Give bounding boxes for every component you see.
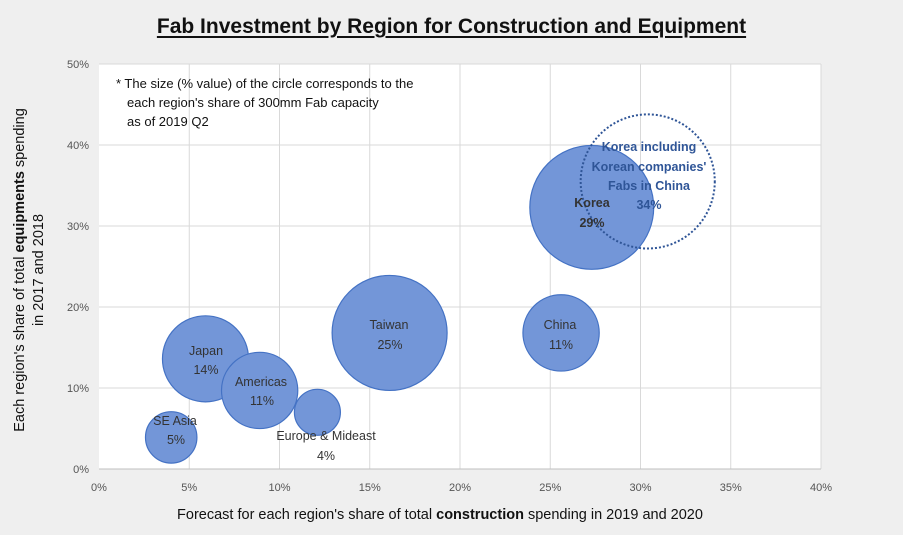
bubble-name-europe-mideast: Europe & Mideast (276, 429, 376, 443)
bubble-value-se-asia: 5% (167, 433, 185, 447)
x-tick-label: 20% (449, 482, 471, 494)
x-tick-label: 5% (181, 482, 197, 494)
bubble-value-japan: 14% (193, 363, 218, 377)
bubble-name-china: China (544, 318, 577, 332)
note-line-1: * The size (% value) of the circle corre… (116, 76, 414, 91)
bubble-name-se-asia: SE Asia (153, 414, 197, 428)
bubble-value-taiwan: 25% (377, 338, 402, 352)
bubble-name-japan: Japan (189, 344, 223, 358)
bubble-se-asia (144, 411, 198, 464)
note-line-2: each region's share of 300mm Fab capacit… (127, 95, 379, 110)
bubble-name-americas: Americas (235, 375, 287, 389)
chart-title: Fab Investment by Region for Constructio… (156, 15, 747, 38)
y-tick-label: 30% (67, 221, 89, 233)
korea-extended-value: 34% (636, 198, 661, 212)
y-axis-label: Each region's share of total equipments … (12, 108, 47, 432)
x-tick-label: 35% (720, 482, 742, 494)
y-tick-label: 40% (67, 140, 89, 152)
y-tick-label: 20% (67, 302, 89, 314)
bubble-name-korea: Korea (574, 196, 610, 210)
bubble-europe-mideast (293, 388, 342, 436)
bubble-americas (220, 351, 299, 430)
x-tick-label: 0% (91, 482, 107, 494)
y-tick-label: 50% (67, 59, 89, 71)
x-axis-label: Forecast for each region's share of tota… (177, 507, 703, 523)
bubble-korea-extended (579, 113, 716, 250)
x-tick-label: 40% (810, 482, 832, 494)
y-tick-label: 0% (73, 464, 89, 476)
x-tick-label: 10% (268, 482, 290, 494)
korea-extended-name-line: Korean companies' (592, 160, 707, 174)
korea-extended-name-line: Korea including (602, 140, 696, 154)
y-tick-label: 10% (67, 383, 89, 395)
note-line-3: as of 2019 Q2 (127, 114, 209, 129)
bubble-value-china: 11% (549, 338, 573, 352)
x-tick-label: 15% (359, 482, 381, 494)
bubble-taiwan (331, 274, 448, 392)
x-tick-label: 25% (539, 482, 561, 494)
bubble-value-americas: 11% (250, 394, 274, 408)
bubble-value-korea: 29% (579, 216, 604, 230)
bubble-china (522, 294, 600, 372)
bubble-name-taiwan: Taiwan (370, 318, 409, 332)
bubble-value-europe-mideast: 4% (317, 449, 335, 463)
korea-extended-name-line: Fabs in China (608, 179, 691, 193)
chart-note: * The size (% value) of the circle corre… (116, 74, 466, 131)
x-tick-label: 30% (629, 482, 651, 494)
